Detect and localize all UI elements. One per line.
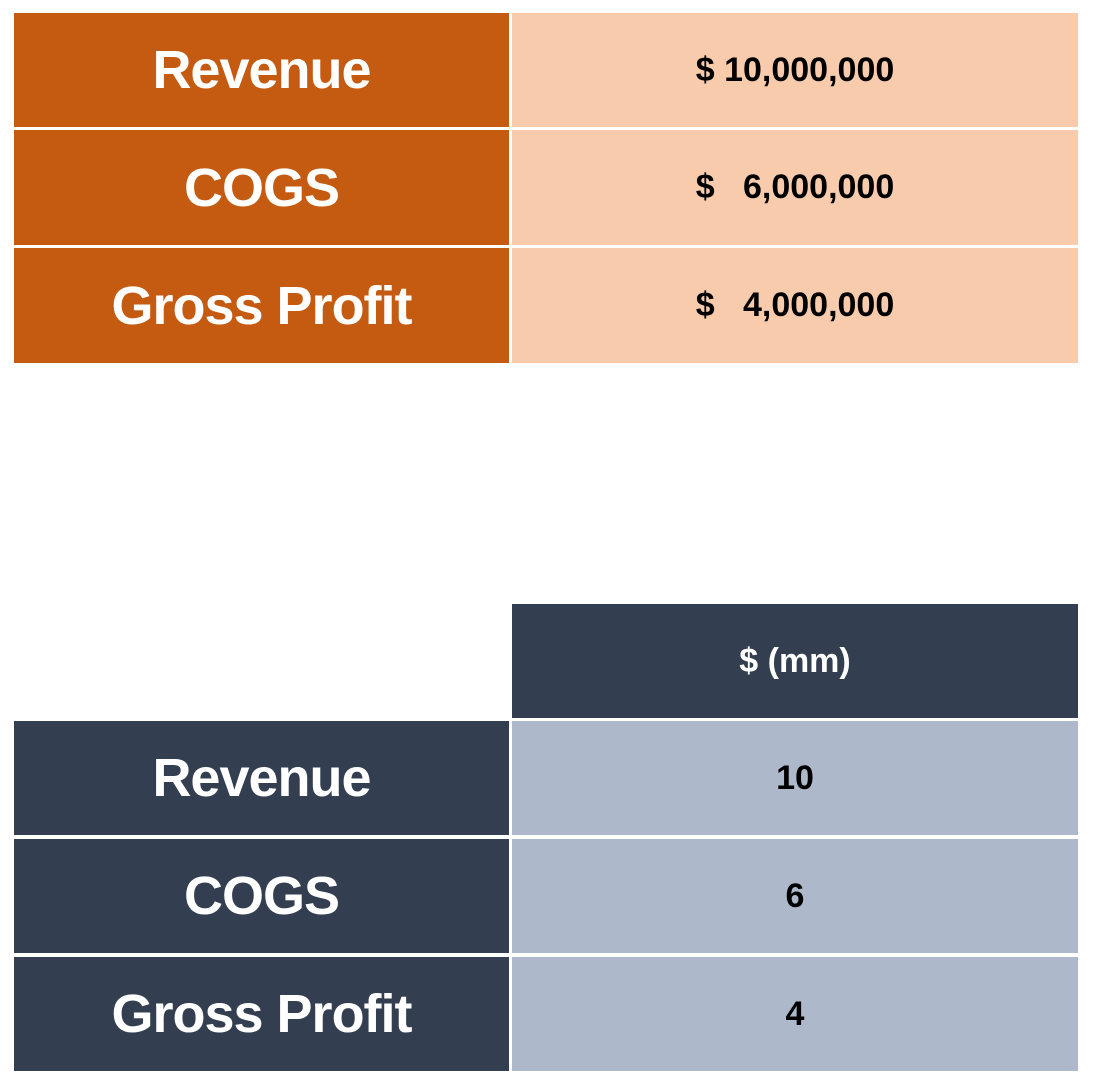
top-row-label-gross-profit: Gross Profit (14, 248, 509, 363)
top-row-value-cogs: $ 6,000,000 (512, 130, 1078, 245)
top-row-label-revenue: Revenue (14, 13, 509, 127)
top-row-value-revenue: $ 10,000,000 (512, 13, 1078, 127)
top-row-value-gross-profit: $ 4,000,000 (512, 248, 1078, 363)
bottom-row-value-revenue: 10 (512, 721, 1078, 835)
top-row-label-cogs: COGS (14, 130, 509, 245)
bottom-row-value-cogs: 6 (512, 839, 1078, 953)
bottom-row-value-gross-profit: 4 (512, 957, 1078, 1071)
bottom-row-label-revenue: Revenue (14, 721, 509, 835)
bottom-column-header: $ (mm) (512, 604, 1078, 718)
bottom-row-label-gross-profit: Gross Profit (14, 957, 509, 1071)
bottom-row-label-cogs: COGS (14, 839, 509, 953)
